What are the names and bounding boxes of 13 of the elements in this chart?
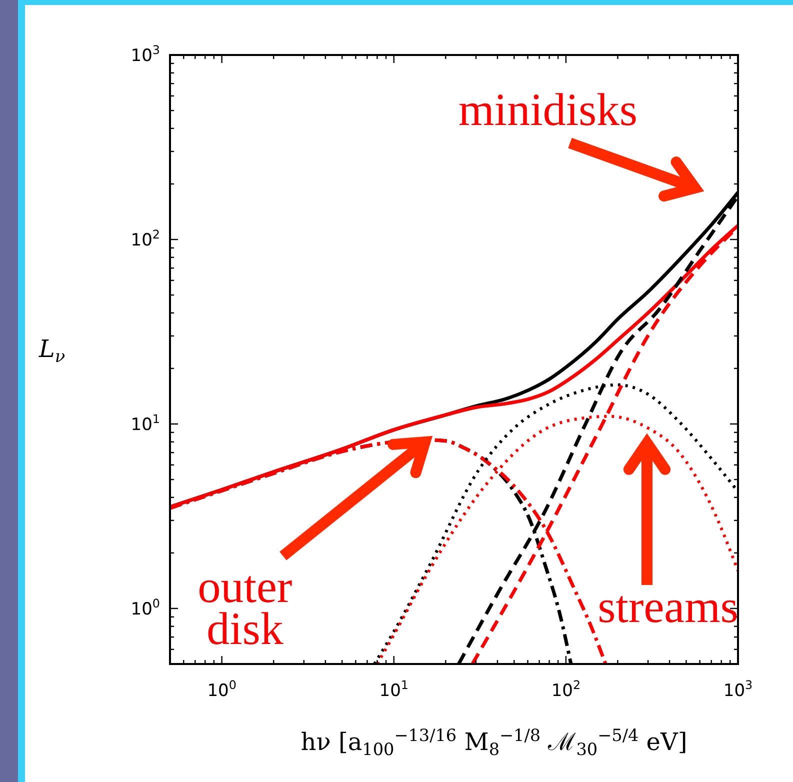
- y-tick-label: 10$^{1}$: [130, 412, 160, 435]
- annotation: outer disk: [198, 561, 292, 654]
- text: hν [a$_{100}$$^{−13/16}$ M$_{8}$$^{−1/8}$ ℳ$_{30}$$^{−5/4}$ eV]: [300, 724, 688, 760]
- annotation: minidisks: [458, 84, 638, 135]
- y-tick-label: 10$^{0}$: [130, 596, 160, 620]
- x-tick-label: 10$^{1}$: [379, 678, 408, 701]
- x-tick-label: 10$^{0}$: [207, 678, 236, 701]
- y-axis-title: L$_{ν}$: [38, 335, 66, 366]
- y-tick-label: 10$^{2}$: [130, 228, 160, 250]
- annotation: streams: [598, 581, 738, 632]
- y-tick-label: 10$^{3}$: [130, 43, 160, 66]
- x-tick-label: 10$^{2}$: [551, 678, 581, 701]
- x-tick-label: 10$^{3}$: [723, 678, 753, 701]
